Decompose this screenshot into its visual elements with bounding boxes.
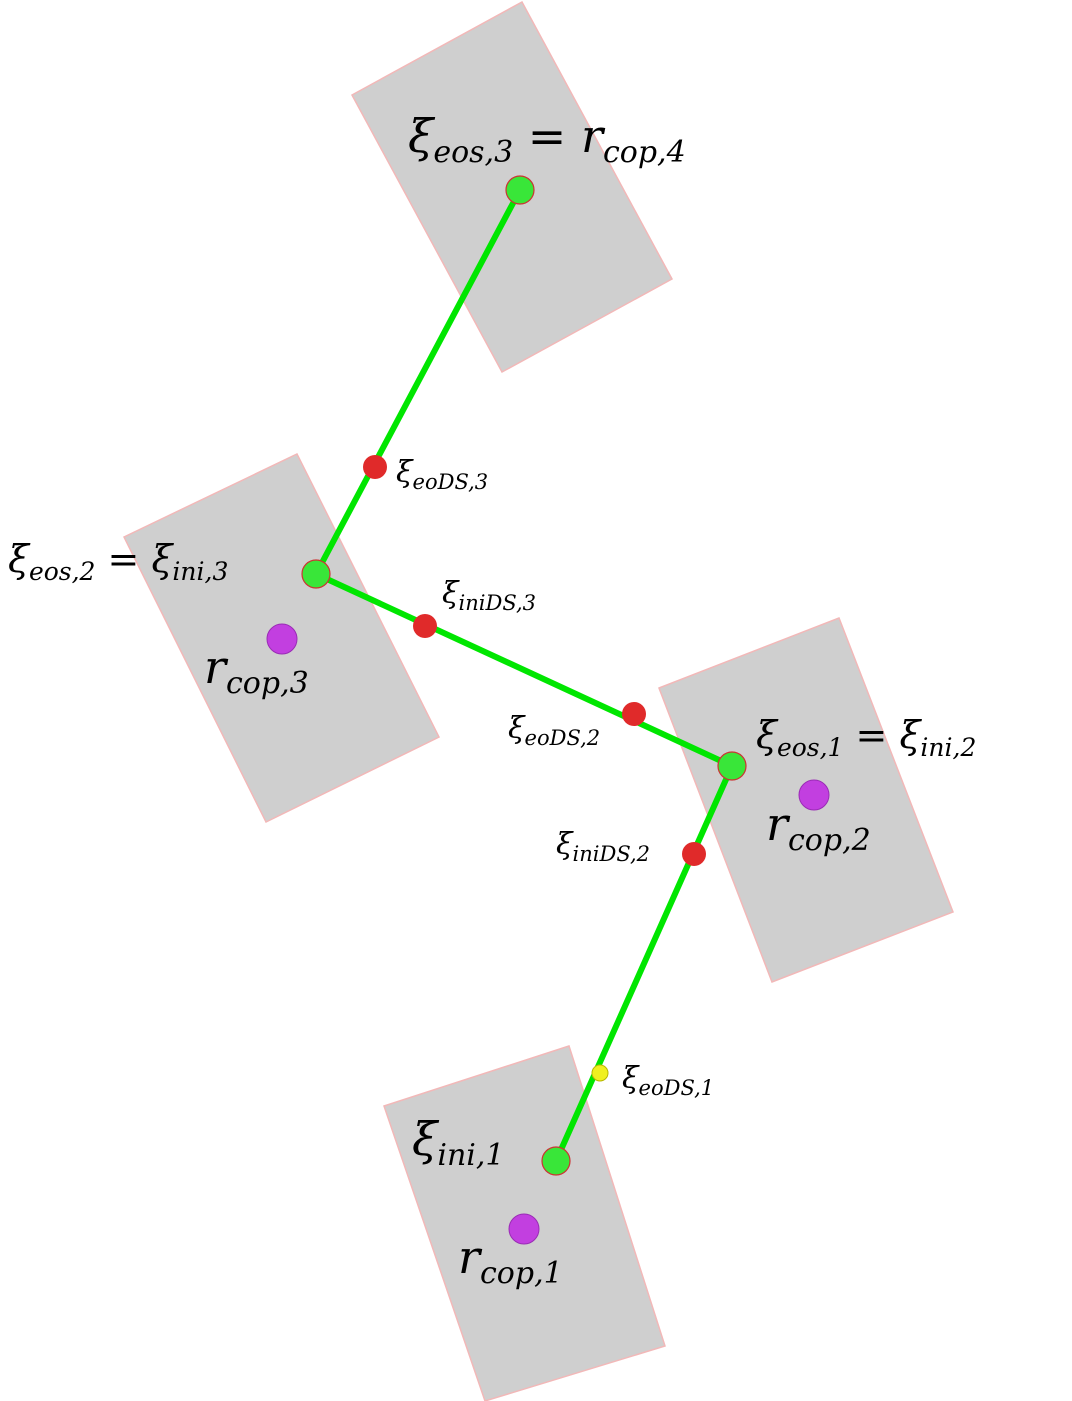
point-inids3 [413,614,437,638]
label-eos1-ini2: ξeos,1 = ξini,2 [756,713,976,762]
point-eos1-ini2 [717,751,747,781]
point-cop1 [508,1213,540,1245]
label-eods2: ξeoDS,2 [508,711,600,750]
label-cop3: rcop,3 [204,640,309,701]
point-eos2-ini3 [301,559,331,589]
label-eos3-cop4: ξeos,3 = rcop,4 [408,109,686,170]
label-eos2-ini3: ξeos,2 = ξini,3 [8,537,228,586]
label-cop2: rcop,2 [766,797,871,858]
label-inids2: ξiniDS,2 [556,827,650,866]
point-ini1 [541,1146,571,1176]
point-inids2 [682,842,706,866]
point-eods2 [622,702,646,726]
path-segment-3 [313,187,523,577]
label-eods3: ξeoDS,3 [396,455,488,494]
point-cop2 [798,779,830,811]
path-segment-2 [313,571,735,769]
label-inids3: ξiniDS,3 [442,576,536,615]
path-segment-1 [553,763,735,1164]
label-cop1: rcop,1 [458,1230,563,1291]
point-eods3 [363,455,387,479]
point-eos3 [505,175,535,205]
point-eods1 [591,1064,609,1082]
point-cop3 [266,623,298,655]
label-ini1: ξini,1 [412,1112,504,1173]
label-eods1: ξeoDS,1 [622,1061,714,1100]
